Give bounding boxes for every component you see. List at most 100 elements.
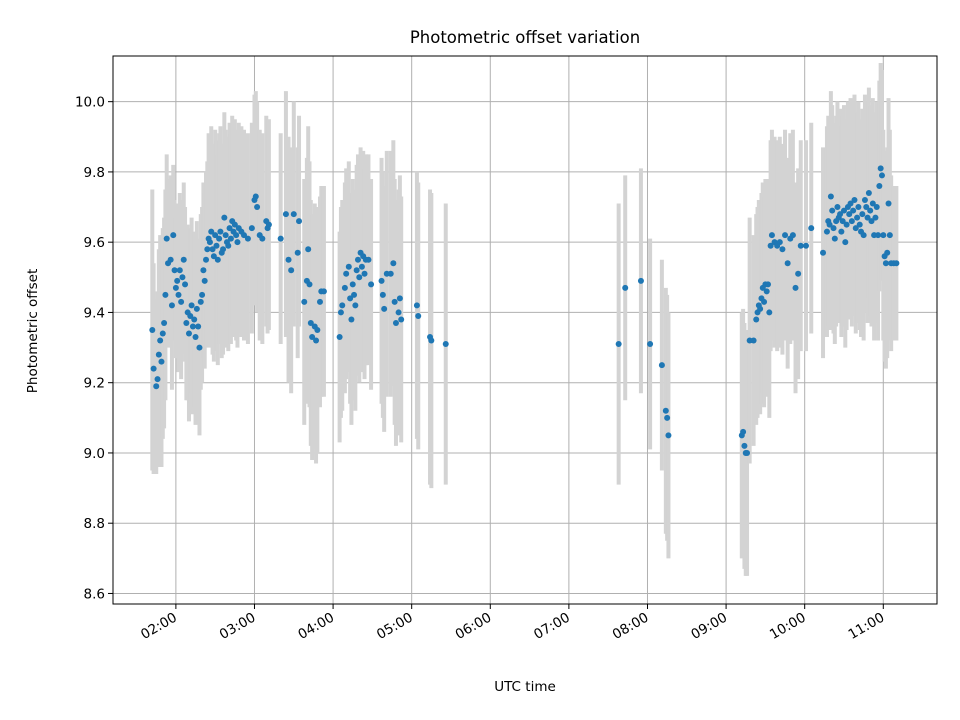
data-point bbox=[167, 256, 174, 263]
data-point bbox=[212, 232, 219, 239]
data-point bbox=[157, 337, 164, 344]
data-point bbox=[882, 260, 889, 267]
data-point bbox=[740, 428, 747, 435]
data-point bbox=[838, 228, 845, 235]
data-point bbox=[200, 267, 207, 274]
data-point bbox=[757, 305, 764, 312]
data-point bbox=[765, 281, 772, 288]
data-point bbox=[353, 267, 360, 274]
data-point bbox=[820, 249, 827, 256]
y-tick-label: 9.2 bbox=[84, 376, 105, 392]
data-point bbox=[766, 309, 773, 316]
data-point bbox=[309, 334, 316, 341]
data-point bbox=[358, 263, 365, 270]
data-point bbox=[183, 319, 190, 326]
data-point bbox=[168, 302, 175, 309]
data-point bbox=[352, 302, 359, 309]
data-point bbox=[398, 316, 405, 323]
data-point bbox=[855, 204, 862, 211]
data-point bbox=[195, 323, 202, 330]
data-point bbox=[851, 197, 858, 204]
data-point bbox=[197, 298, 204, 305]
data-point bbox=[867, 207, 874, 214]
data-point bbox=[779, 246, 786, 253]
data-point bbox=[306, 281, 313, 288]
data-point bbox=[336, 334, 343, 341]
data-point bbox=[378, 277, 385, 284]
data-point bbox=[149, 327, 156, 333]
data-point bbox=[254, 204, 261, 211]
data-point bbox=[615, 341, 622, 348]
data-point bbox=[313, 337, 320, 344]
data-point bbox=[345, 263, 352, 270]
data-point bbox=[873, 204, 880, 211]
data-point bbox=[753, 316, 760, 323]
data-point bbox=[797, 242, 804, 249]
data-point bbox=[349, 281, 356, 288]
data-point bbox=[808, 225, 815, 232]
data-point bbox=[392, 319, 399, 326]
data-point bbox=[842, 239, 849, 246]
data-point bbox=[863, 204, 870, 211]
data-point bbox=[840, 207, 847, 214]
data-point bbox=[288, 267, 295, 274]
data-point bbox=[282, 211, 289, 218]
data-point bbox=[206, 239, 213, 246]
y-tick-label: 8.6 bbox=[84, 586, 105, 602]
data-point bbox=[834, 204, 841, 211]
data-point bbox=[341, 284, 348, 291]
data-point bbox=[172, 284, 179, 291]
data-point bbox=[415, 312, 422, 319]
data-point bbox=[827, 193, 834, 200]
data-point bbox=[231, 221, 238, 228]
data-point bbox=[379, 291, 386, 298]
data-point bbox=[155, 351, 162, 358]
data-point bbox=[884, 249, 891, 256]
data-point bbox=[220, 246, 227, 253]
data-point bbox=[351, 291, 358, 298]
data-point bbox=[314, 327, 321, 333]
data-point bbox=[182, 281, 189, 288]
y-tick-label: 9.8 bbox=[84, 165, 105, 181]
data-point bbox=[877, 165, 884, 172]
data-point bbox=[861, 197, 868, 204]
data-point bbox=[176, 267, 183, 274]
data-point bbox=[153, 383, 160, 390]
data-point bbox=[185, 330, 192, 337]
data-point bbox=[170, 232, 177, 239]
data-point bbox=[361, 270, 368, 277]
data-point bbox=[846, 211, 853, 218]
data-point bbox=[199, 291, 206, 298]
data-point bbox=[225, 242, 232, 249]
data-point bbox=[852, 225, 859, 232]
data-point bbox=[204, 246, 211, 253]
data-point bbox=[395, 309, 402, 316]
data-point bbox=[647, 341, 654, 348]
data-point bbox=[381, 305, 388, 312]
data-point bbox=[339, 302, 346, 309]
data-point bbox=[234, 239, 241, 246]
data-point bbox=[221, 214, 228, 221]
data-point bbox=[744, 449, 751, 456]
data-point bbox=[767, 242, 774, 249]
data-point bbox=[175, 291, 182, 298]
data-point bbox=[227, 235, 234, 242]
data-point bbox=[209, 246, 216, 253]
data-point bbox=[885, 200, 892, 207]
data-point bbox=[876, 182, 883, 189]
y-axis-ticks: 8.6 8.8 9.0 9.2 9.4 9.6 9.8 10.0 bbox=[75, 95, 113, 602]
data-point bbox=[159, 330, 166, 337]
data-point bbox=[187, 312, 194, 319]
data-point bbox=[872, 214, 879, 221]
data-point bbox=[174, 277, 181, 284]
data-point bbox=[428, 337, 435, 344]
data-point bbox=[768, 232, 775, 239]
chart-title: Photometric offset variation bbox=[410, 28, 640, 47]
data-points bbox=[149, 165, 900, 456]
data-point bbox=[285, 256, 292, 263]
data-point bbox=[348, 316, 355, 323]
data-point bbox=[201, 277, 208, 284]
data-point bbox=[637, 277, 644, 284]
y-tick-label: 9.4 bbox=[84, 305, 105, 321]
